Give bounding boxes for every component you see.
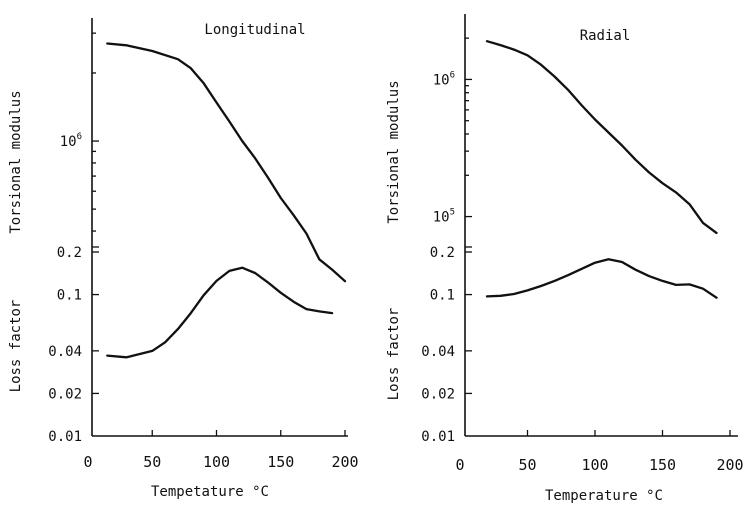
loss-tick-label: 0.01 bbox=[48, 429, 82, 445]
loss-tick-label: 0.02 bbox=[48, 386, 82, 402]
x-tick-label: 0 bbox=[83, 453, 92, 471]
x-tick-label: 100 bbox=[203, 453, 230, 471]
modulus-tick-exponent: 6 bbox=[450, 70, 455, 80]
x-tick-label: 150 bbox=[267, 453, 294, 471]
loss-tick-label: 0.01 bbox=[421, 429, 455, 445]
modulus-tick-base: 10 bbox=[433, 72, 450, 88]
modulus-tick-exponent: 5 bbox=[450, 208, 455, 218]
modulus-axis-label: Torsional modulus bbox=[8, 90, 24, 233]
modulus-curve bbox=[106, 42, 347, 283]
modulus-curve bbox=[485, 40, 718, 235]
x-axis-label: Temperature °C bbox=[545, 488, 663, 504]
loss-axis-label: Loss factor bbox=[8, 300, 24, 393]
modulus-tick-exponent: 6 bbox=[77, 132, 82, 142]
radial-panel: Radial 0 50 100 150 200 Temperature °C Torsiona… bbox=[386, 14, 744, 504]
loss-tick-label: 0.1 bbox=[57, 288, 82, 304]
longitudinal-panel: Longitudinal 0 50 100 150 200 Tempetature °C To… bbox=[8, 18, 359, 500]
modulus-tick-label: 105 bbox=[433, 208, 455, 226]
modulus-tick-label: 106 bbox=[433, 70, 455, 88]
x-tick-label: 0 bbox=[455, 456, 464, 474]
loss-tick-label: 0.1 bbox=[430, 288, 455, 304]
loss-tick-label: 0.02 bbox=[421, 386, 455, 402]
x-tick-label: 50 bbox=[518, 456, 536, 474]
modulus-tick-base: 10 bbox=[433, 210, 450, 226]
loss-factor-curve bbox=[485, 258, 718, 299]
loss-axis-label: Loss factor bbox=[386, 308, 402, 401]
x-tick-label: 200 bbox=[331, 453, 358, 471]
loss-tick-label: 0.2 bbox=[57, 245, 82, 261]
modulus-tick-label: 106 bbox=[60, 132, 82, 150]
loss-tick-label: 0.2 bbox=[430, 245, 455, 261]
modulus-axis-label: Torsional modulus bbox=[386, 80, 402, 223]
x-tick-label: 50 bbox=[143, 453, 161, 471]
loss-tick-label: 0.04 bbox=[421, 344, 455, 360]
loss-factor-curve bbox=[106, 266, 334, 359]
x-axis-label: Tempetature °C bbox=[151, 484, 269, 500]
x-tick-label: 200 bbox=[716, 456, 743, 474]
modulus-tick-base: 10 bbox=[60, 134, 77, 150]
x-tick-label: 100 bbox=[581, 456, 608, 474]
chart-title: Radial bbox=[580, 28, 631, 44]
x-tick-label: 150 bbox=[649, 456, 676, 474]
loss-tick-label: 0.04 bbox=[48, 344, 82, 360]
chart-title: Longitudinal bbox=[204, 22, 305, 38]
